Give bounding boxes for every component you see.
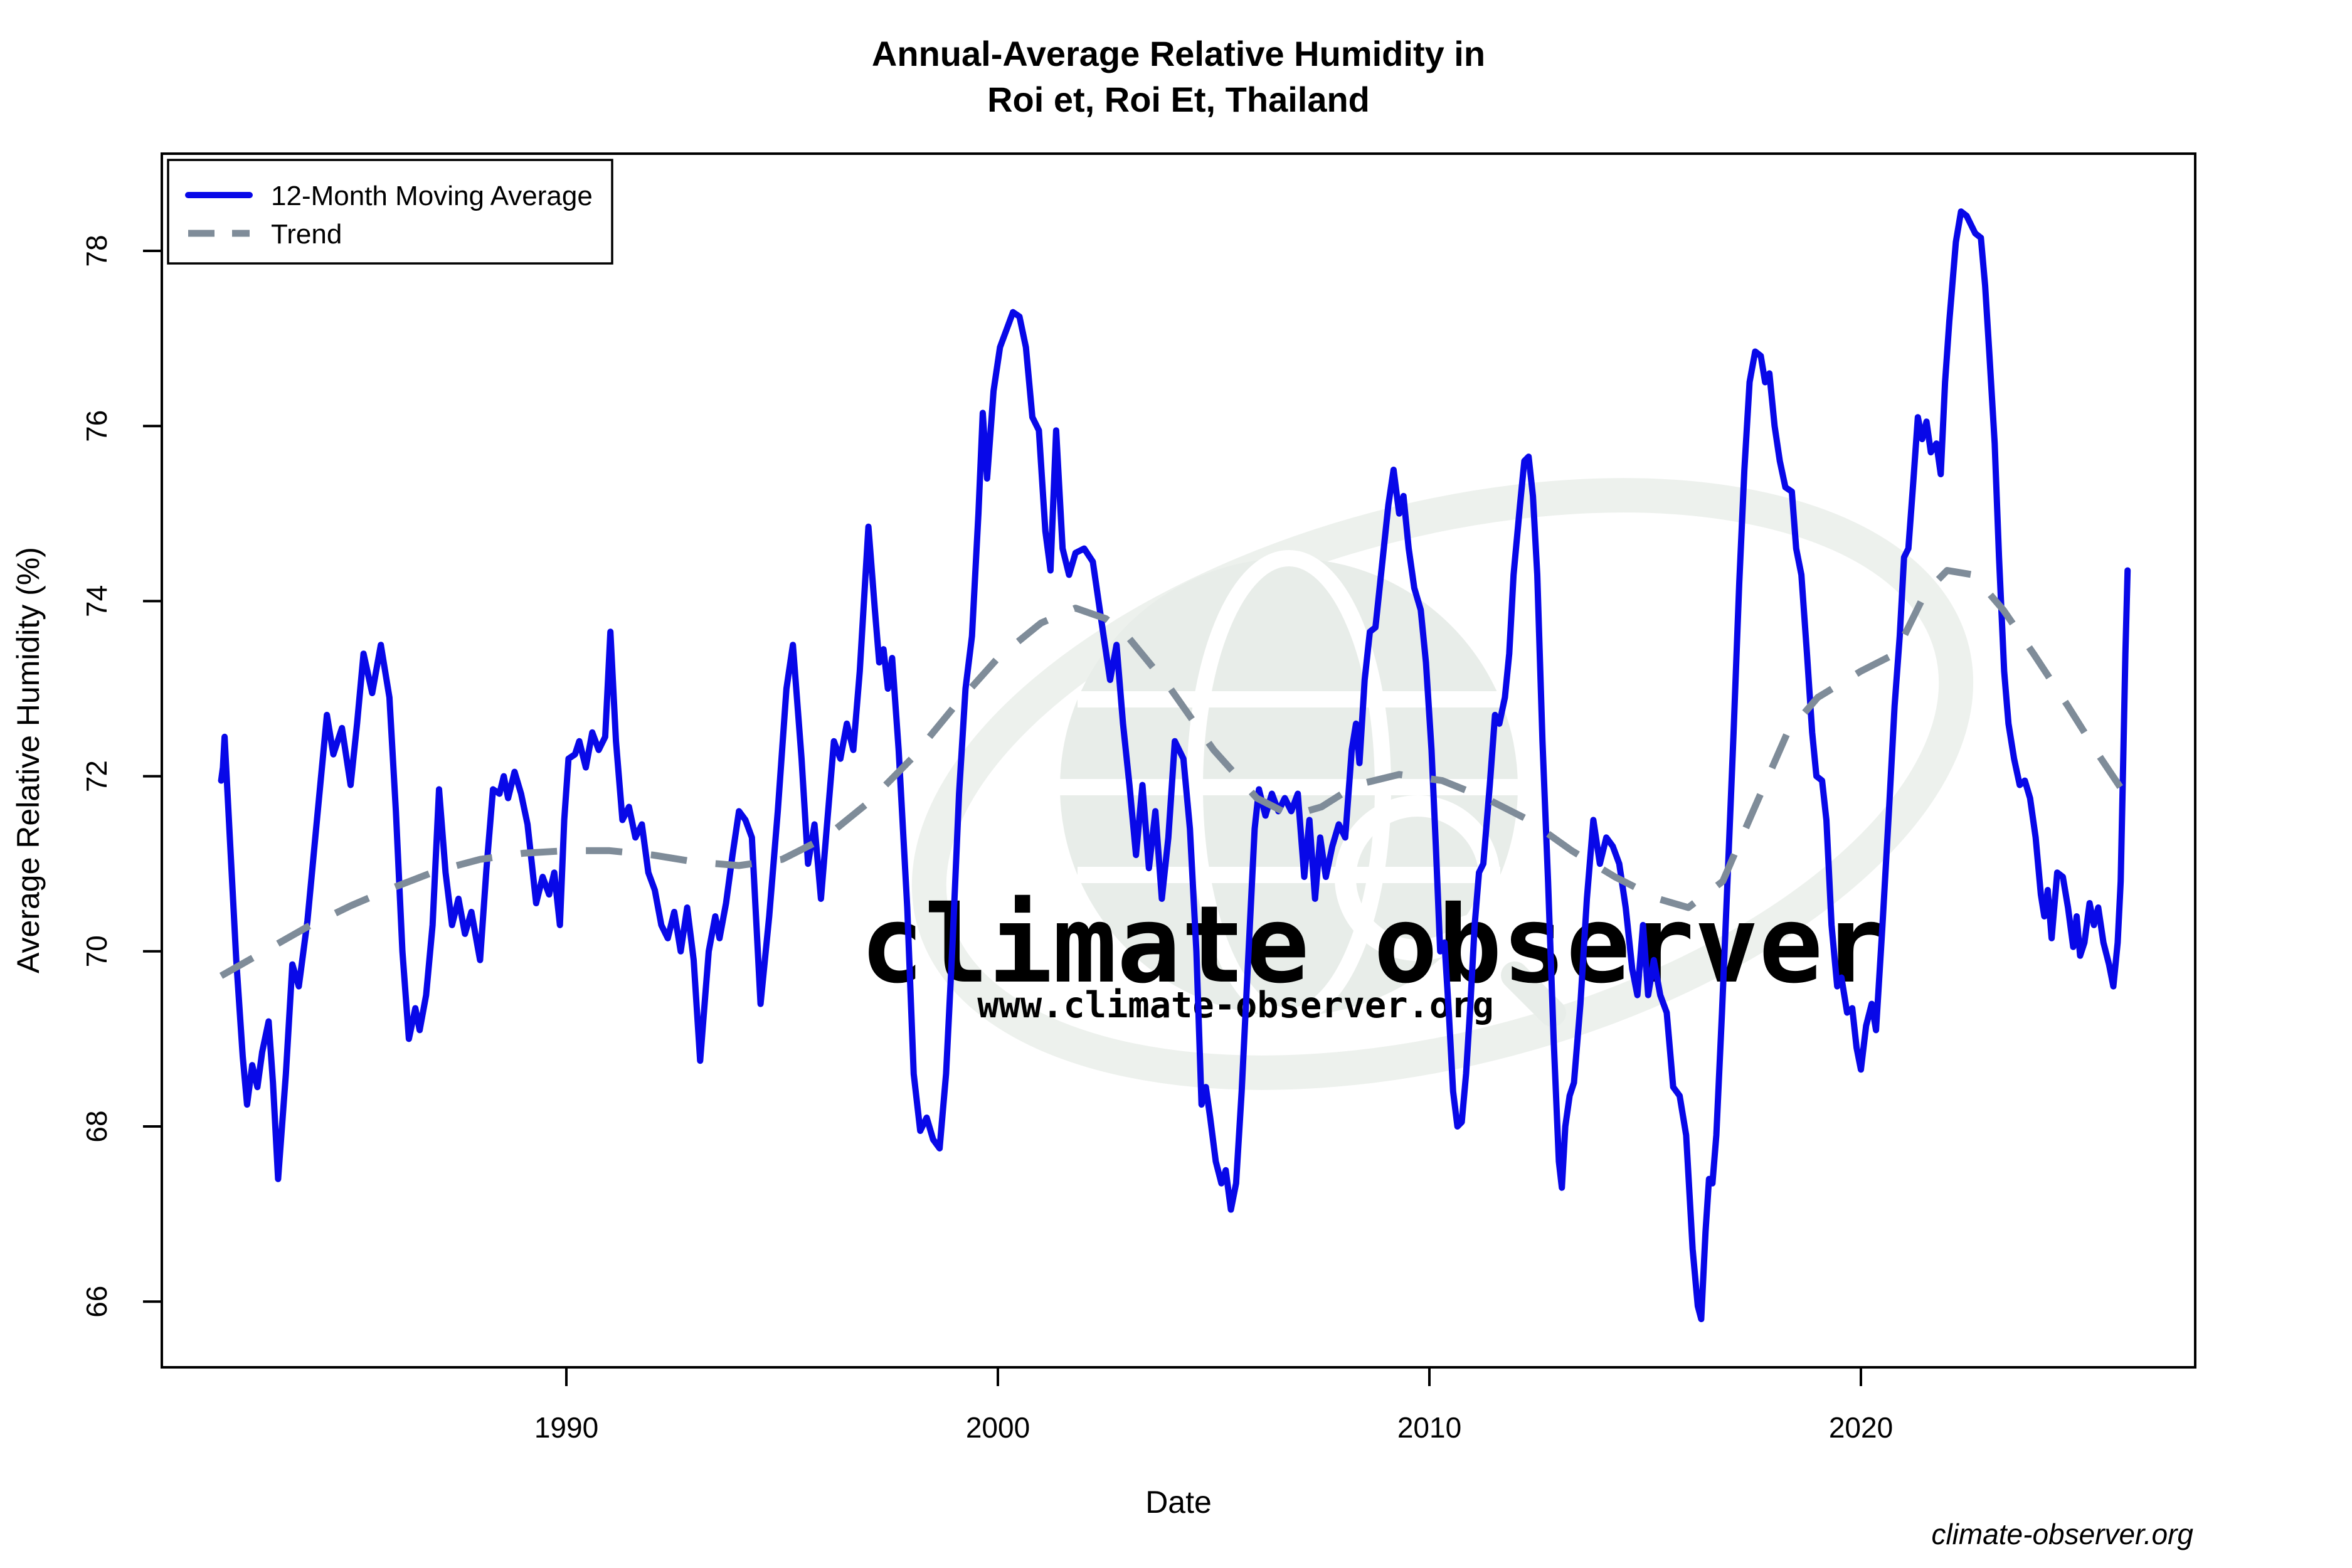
y-tick-label: 76 (80, 410, 113, 442)
y-tick-label: 68 (80, 1110, 113, 1142)
watermark: climate observer www.climate-observer.or… (860, 478, 1974, 1090)
x-tick-label: 1990 (534, 1411, 598, 1444)
trend-line (219, 567, 2131, 979)
y-tick-label: 78 (80, 235, 113, 267)
legend-box (167, 159, 613, 265)
x-axis-title: Date (1145, 1485, 1212, 1520)
y-tick-label: 66 (80, 1286, 113, 1318)
watermark-url-text: www.climate-observer.org (977, 985, 1494, 1026)
plot-border (161, 152, 2196, 1369)
watermark-magnifier-handle-tip (1501, 961, 1566, 1027)
x-tick-label: 2010 (1397, 1411, 1461, 1444)
legend: 12-Month Moving Average Trend (167, 159, 613, 265)
x-tick-label: 2000 (966, 1411, 1030, 1444)
axes: 66 68 70 72 74 76 78 1990 2000 2010 2020 (80, 235, 1893, 1444)
y-tick-label: 70 (80, 935, 113, 967)
y-tick-label: 72 (80, 760, 113, 792)
moving-average-line (218, 208, 2131, 1323)
watermark-magnifier-icon (1335, 795, 1500, 961)
data-series (218, 208, 2131, 1323)
watermark-brand-text: climate observer (860, 883, 1887, 1007)
legend-label-trend: Trend (271, 219, 342, 250)
y-tick-label: 74 (80, 585, 113, 617)
x-tick-label: 2020 (1829, 1411, 1893, 1444)
legend-label-moving-average: 12-Month Moving Average (271, 181, 593, 211)
footer-site-link: climate-observer.org (1931, 1518, 2193, 1550)
chart-title-line2: Roi et, Roi Et, Thailand (987, 80, 1370, 119)
y-axis-title: Average Relative Humidity (%) (11, 547, 46, 973)
chart-title-line1: Annual-Average Relative Humidity in (872, 34, 1485, 73)
watermark-orbit-ring (911, 478, 1974, 1090)
